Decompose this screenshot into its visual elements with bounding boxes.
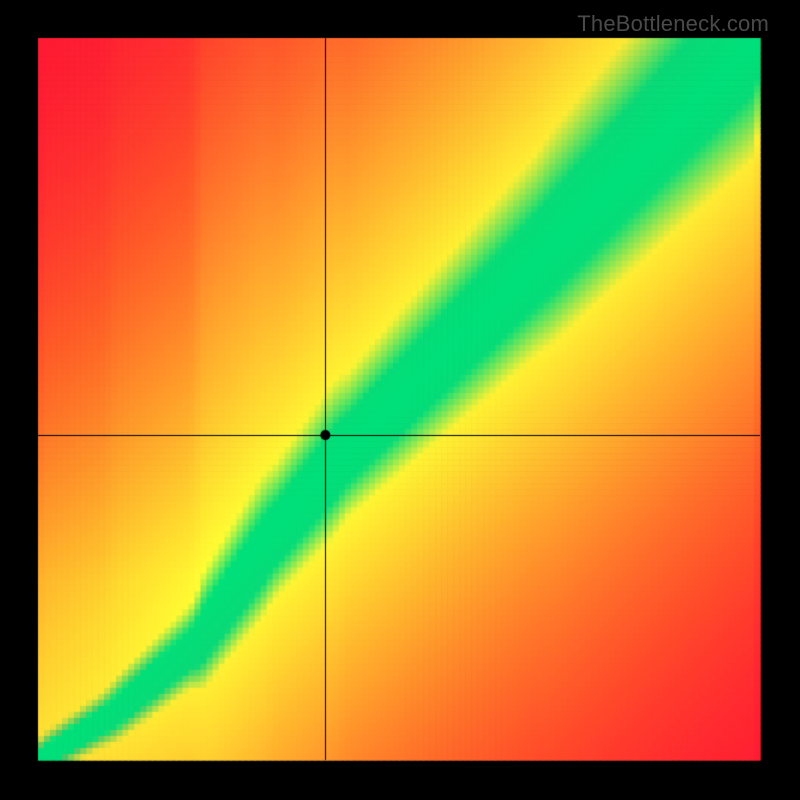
crosshair-overlay <box>0 0 800 800</box>
watermark-text: TheBottleneck.com <box>577 11 769 37</box>
